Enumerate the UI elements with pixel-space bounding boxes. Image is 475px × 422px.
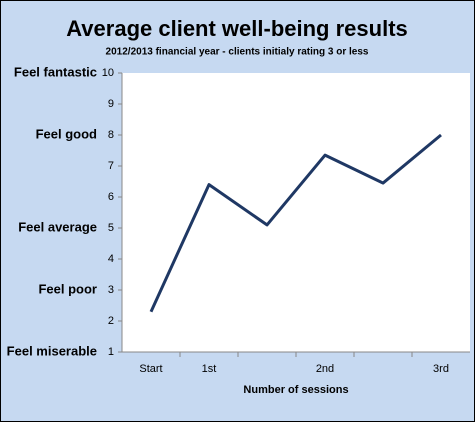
y-annotation: Feel poor [38,281,97,296]
y-tick-label: 4 [108,253,114,265]
y-annotation: Feel good [36,126,97,141]
y-tick-label: 5 [108,222,114,234]
plot-area [122,73,470,352]
y-tick-label: 1 [108,346,114,358]
y-annotation: Feel fantastic [14,64,97,79]
y-annotation: Feel miserable [7,343,97,358]
y-annotation: Feel average [18,219,97,234]
data-line [149,133,442,313]
y-tick-label: 6 [108,191,114,203]
y-tick-label: 2 [108,315,114,327]
y-tick-label: 9 [108,98,114,110]
x-tick-label: 2nd [316,363,334,375]
chart-title: Average client well-being results [66,16,408,41]
y-tick-label: 3 [108,284,114,296]
chart-subtitle: 2012/2013 financial year - clients initi… [106,47,369,58]
x-tick-label: Start [139,363,162,375]
y-tick-label: 10 [102,67,114,79]
y-tick-label: 8 [108,129,114,141]
x-tick-label: 3rd [433,363,449,375]
y-tick-label: 7 [108,160,114,172]
x-tick-label: 1st [202,363,217,375]
x-axis-label: Number of sessions [243,384,348,396]
